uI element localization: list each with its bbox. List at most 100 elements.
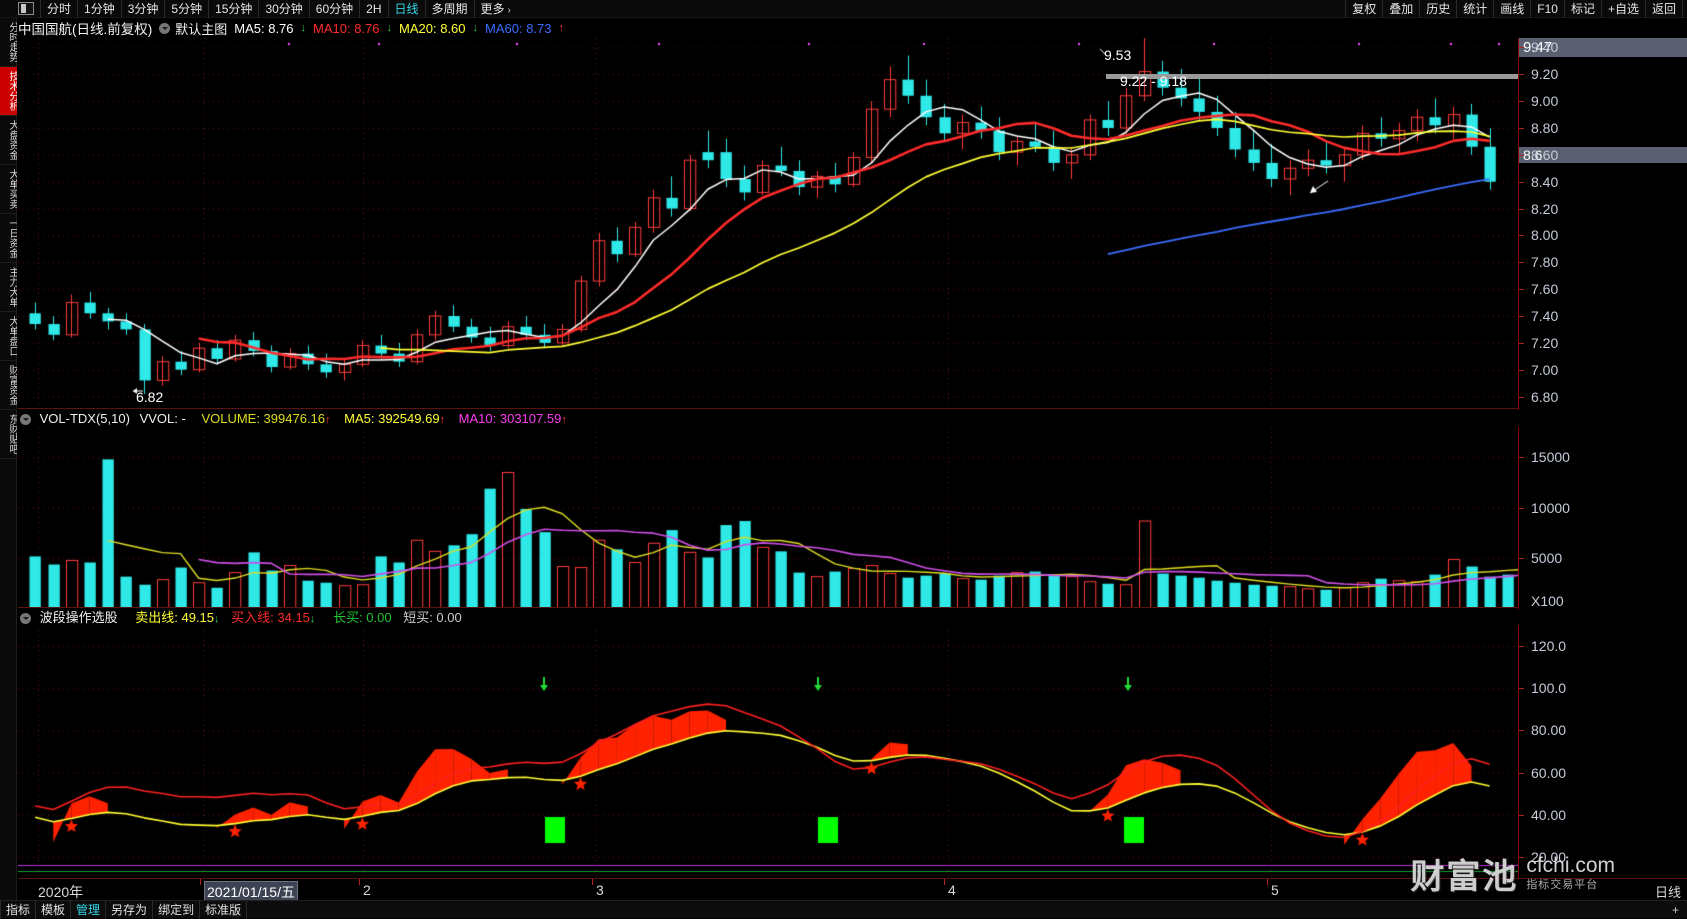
- vol-indicator-name: VOL-TDX(5,10): [39, 411, 130, 426]
- sidebar-item-caifu[interactable]: 财富资金: [0, 361, 17, 410]
- period-tab-1[interactable]: 1分钟: [78, 0, 122, 18]
- sell-line-arrow: ↓: [214, 613, 220, 625]
- date-tick: [1267, 879, 1268, 885]
- quote-header: 中国国航(日线.前复权) 默认主图 MA5: 8.76 ↓ MA10: 8.76 ↓…: [18, 18, 1687, 56]
- period-tab-0[interactable]: 分时: [40, 0, 79, 18]
- price-axis-label-13: 6.80: [1531, 388, 1559, 405]
- toolbar-back[interactable]: 返回: [1646, 0, 1683, 18]
- ind-collapse-icon[interactable]: [20, 613, 31, 625]
- date-label-3: 3: [596, 882, 604, 898]
- price-axis-label-8: 7.80: [1531, 254, 1559, 271]
- axis-tick: [1519, 457, 1524, 459]
- status-muban[interactable]: 模板: [36, 900, 72, 919]
- toolbar-add-favorite[interactable]: +自选: [1602, 0, 1646, 18]
- sidebar-item-dongcai[interactable]: 东财贴吧: [0, 410, 17, 459]
- band-indicator-axis: 120.0 100.0 80.00 60.00 40.00 20.00: [1518, 625, 1687, 878]
- period-tab-daily[interactable]: 日线: [389, 0, 426, 18]
- main-chart-label[interactable]: 默认主图: [175, 21, 228, 37]
- price-axis-label-6: 8.20: [1531, 200, 1559, 217]
- axis-tick: [1519, 814, 1524, 816]
- ind-axis-label-3: 60.00: [1531, 764, 1567, 781]
- sidebar-item-dadan-maimai[interactable]: 大单买卖: [0, 165, 17, 214]
- date-tick: [944, 879, 945, 885]
- vvol-readout: VVOL: -: [139, 411, 186, 426]
- axis-tick: [1519, 730, 1524, 732]
- date-label-2: 2: [363, 882, 371, 898]
- period-tab-2[interactable]: 3分钟: [122, 0, 166, 18]
- axis-tick: [1519, 688, 1524, 690]
- sidebar-item-zhuli[interactable]: 主力大单: [0, 263, 17, 312]
- vol-ma10-arrow: ↑: [561, 414, 567, 426]
- toolbar-left-group: 分时 1分钟 3分钟 5分钟 15分钟 30分钟 60分钟 2H 日线 多周期 …: [0, 0, 517, 18]
- ma10-arrow: ↓: [386, 22, 393, 34]
- axis-tick: [1519, 74, 1524, 76]
- vol-axis-label-2: 5000: [1531, 550, 1563, 567]
- vol-ma5-arrow: ↑: [439, 414, 446, 426]
- axis-tick: [1519, 342, 1524, 344]
- status-lingcunwei[interactable]: 另存为: [106, 900, 154, 919]
- band-indicator-title: 波段操作选股 卖出线: 49.15↓ 买入线: 34.15↓ 长买: 0.00 …: [18, 607, 1518, 626]
- buy-line-readout: 买入线: 34.15: [231, 610, 310, 625]
- annotation-low: 6.82: [136, 389, 164, 405]
- ma60-readout: MA60: 8.73: [485, 20, 552, 36]
- vol-axis-label-1: 10000: [1531, 499, 1570, 516]
- axis-tick: [1519, 289, 1524, 291]
- volume-axis: 15000 10000 5000 X100: [1518, 427, 1687, 609]
- price-axis-label-12: 7.00: [1531, 361, 1559, 378]
- status-zhibiao[interactable]: 指标: [0, 900, 37, 919]
- volume-chart-panel[interactable]: [18, 427, 1518, 609]
- toolbar-fuquan[interactable]: 复权: [1345, 0, 1384, 18]
- toolbar-biaoji[interactable]: 标记: [1565, 0, 1602, 18]
- band-indicator-panel[interactable]: [18, 625, 1518, 878]
- toolbar-f10[interactable]: F10: [1531, 0, 1565, 18]
- status-plus-icon[interactable]: +: [1671, 902, 1679, 917]
- vol-collapse-icon[interactable]: [20, 414, 31, 426]
- resistance-band: [1106, 74, 1518, 80]
- sidebar-item-dadan-pankou[interactable]: 大单盘口: [0, 312, 17, 361]
- sidebar-item-dapan[interactable]: 大盘资金: [0, 116, 17, 165]
- toolbar-huaxian[interactable]: 画线: [1494, 0, 1532, 18]
- sidebar-item-fenshi[interactable]: 分时走势: [0, 18, 17, 67]
- toolbar-lishi[interactable]: 历史: [1420, 0, 1458, 18]
- status-bangdingdao[interactable]: 绑定到: [153, 900, 201, 919]
- toolbar-tongji[interactable]: 统计: [1457, 0, 1495, 18]
- toolbar-diejia[interactable]: 叠加: [1383, 0, 1421, 18]
- period-tab-7[interactable]: 2H: [360, 0, 389, 18]
- axis-tick: [1519, 396, 1524, 398]
- sidebar-item-yiri[interactable]: 一日资金: [0, 214, 17, 263]
- price-axis-label-11: 7.20: [1531, 334, 1559, 351]
- price-axis-label-2: 9.00: [1531, 93, 1559, 110]
- toolbar-right-group: 复权 叠加 历史 统计 画线 F10 标记 +自选 返回: [1345, 0, 1687, 18]
- period-tab-more[interactable]: 更多 ›: [475, 0, 517, 18]
- axis-tick: [1519, 127, 1524, 129]
- date-tick: [592, 879, 593, 885]
- sidebar-item-jishu[interactable]: 技术分析: [0, 67, 17, 116]
- panel-toggle-icon[interactable]: [18, 2, 34, 15]
- ma10-readout: MA10: 8.76: [313, 20, 380, 36]
- ma5-readout: MA5: 8.76: [234, 20, 294, 36]
- vol-axis-label-0: 15000: [1531, 449, 1570, 466]
- vol-ma5-readout: MA5: 392549.69: [344, 411, 440, 426]
- chevron-down-icon[interactable]: [159, 22, 171, 34]
- price-axis-label-3: 8.80: [1531, 119, 1559, 136]
- ind-axis-label-4: 40.00: [1531, 806, 1567, 823]
- status-guanli[interactable]: 管理: [71, 900, 107, 919]
- status-biaozhunban[interactable]: 标准版: [200, 900, 248, 919]
- price-axis-label-0: 9.40: [1531, 39, 1559, 56]
- period-tab-3[interactable]: 5分钟: [165, 0, 210, 18]
- axis-tick: [1519, 369, 1524, 371]
- axis-tick: [1519, 208, 1524, 210]
- price-axis-top-highlight: 9.47: [1519, 38, 1687, 57]
- axis-tick: [1519, 262, 1524, 264]
- price-chart-panel[interactable]: 9.53 9.22 - 9.18 6.82 财: [18, 38, 1518, 444]
- date-tick: [359, 879, 360, 885]
- volume-arrow: ↑: [325, 414, 331, 426]
- period-tab-5[interactable]: 30分钟: [259, 0, 310, 18]
- date-axis: 日线 2020年 2021/01/15/五 2 3 4 5: [18, 878, 1687, 903]
- date-axis-period-label: 日线: [1654, 885, 1681, 900]
- period-tab-multi[interactable]: 多周期: [426, 0, 475, 18]
- date-label-5: 5: [1271, 882, 1279, 898]
- date-label-4: 4: [948, 882, 956, 898]
- period-tab-6[interactable]: 60分钟: [310, 0, 361, 18]
- period-tab-4[interactable]: 15分钟: [209, 0, 260, 18]
